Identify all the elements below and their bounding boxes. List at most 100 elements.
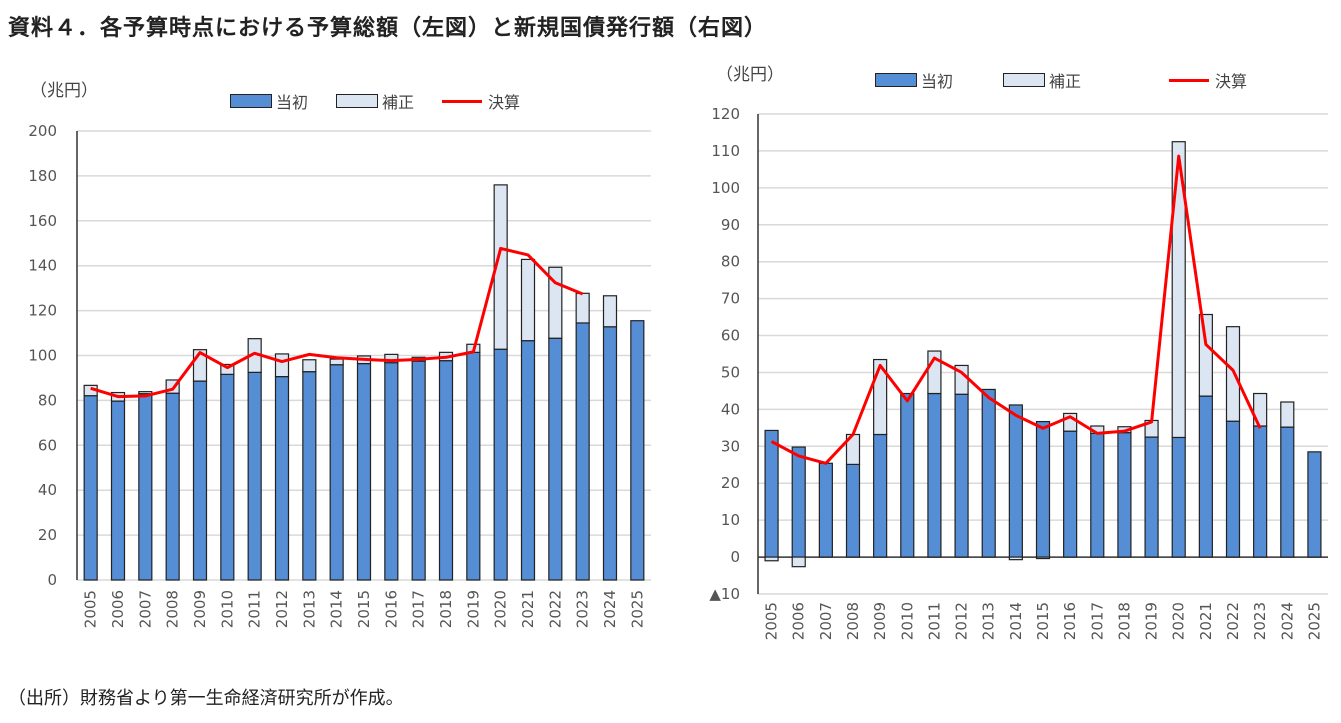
bar-initial bbox=[438, 360, 454, 581]
bar-initial bbox=[1008, 404, 1023, 558]
legend-label: 補正 bbox=[1049, 72, 1082, 91]
x-tick-label: 2018 bbox=[1115, 602, 1133, 640]
bar-initial bbox=[764, 429, 779, 558]
x-tick-label: 2024 bbox=[601, 590, 619, 628]
y-tick-label: ▲10 bbox=[709, 585, 740, 603]
legend-label: 決算 bbox=[488, 93, 521, 112]
bar-initial bbox=[1035, 420, 1051, 558]
bar-supplementary bbox=[764, 556, 779, 562]
x-tick-label: 2025 bbox=[1305, 602, 1323, 640]
bar-initial bbox=[110, 400, 126, 581]
legend-settlement: 決算 bbox=[1169, 68, 1247, 92]
left-chart: 0 20 40 60 80 100 120 140 160 180 200 2005 2006 2007 2… bbox=[28, 122, 651, 628]
x-tick-label: 2012 bbox=[273, 590, 291, 628]
x-tick-label: 2012 bbox=[953, 602, 971, 640]
bar-initial bbox=[981, 388, 996, 558]
x-tick-label: 2016 bbox=[1061, 602, 1079, 640]
y-tick-label: 100 bbox=[711, 179, 740, 197]
left-unit-label: （兆円） bbox=[30, 81, 98, 101]
x-tick-label: 2018 bbox=[437, 590, 455, 628]
bar-initial bbox=[818, 462, 833, 558]
bar-initial bbox=[83, 395, 98, 581]
y-tick-label: 20 bbox=[38, 526, 57, 544]
bar-supplementary bbox=[220, 363, 235, 375]
legend-swatch-settlement bbox=[1169, 78, 1210, 82]
bar-initial bbox=[630, 320, 645, 581]
bar-supplementary bbox=[138, 391, 153, 395]
x-tick-label: 2021 bbox=[519, 590, 537, 628]
x-tick-label: 2022 bbox=[546, 590, 564, 628]
right-chart: ▲10 0 10 20 30 40 50 60 70 80 90 100 110 120 2005 2006 2… bbox=[709, 105, 1328, 640]
legend-label: 当初 bbox=[921, 72, 954, 91]
x-tick-label: 2006 bbox=[790, 602, 808, 640]
bar-initial bbox=[927, 392, 942, 558]
y-tick-label: 0 bbox=[47, 571, 57, 589]
y-tick-label: 0 bbox=[730, 548, 740, 566]
source-note: （出所）財務省より第一生命経済研究所が作成。 bbox=[8, 688, 404, 709]
bar-supplementary bbox=[791, 556, 806, 568]
bar-initial bbox=[1253, 425, 1268, 558]
settlement-line bbox=[770, 154, 1262, 465]
bar-supplementary bbox=[1280, 401, 1295, 428]
bar-supplementary bbox=[1225, 326, 1241, 422]
bar-supplementary bbox=[1198, 313, 1213, 397]
y-tick-label: 110 bbox=[711, 142, 740, 160]
page-title: 資料４．各予算時点における予算総額（左図）と新規国債発行額（右図） bbox=[8, 16, 768, 41]
bar-supplementary bbox=[274, 353, 290, 378]
left-legend: 当初 補正 決算 bbox=[230, 89, 548, 113]
legend-initial: 当初 bbox=[230, 89, 308, 113]
legend-label: 決算 bbox=[1215, 72, 1248, 91]
x-tick-label: 2009 bbox=[191, 590, 209, 628]
y-tick-label: 60 bbox=[38, 436, 57, 454]
bar-initial bbox=[1225, 420, 1241, 558]
legend-swatch-settlement bbox=[442, 99, 483, 103]
legend-swatch-initial bbox=[230, 94, 272, 108]
x-tick-label: 2005 bbox=[763, 602, 781, 640]
x-tick-label: 2025 bbox=[628, 590, 646, 628]
y-tick-label: 30 bbox=[721, 437, 740, 455]
bar-initial bbox=[900, 392, 915, 558]
bar-supplementary bbox=[329, 358, 344, 366]
y-tick-label: 160 bbox=[28, 212, 57, 230]
y-tick-label: 80 bbox=[721, 253, 740, 271]
right-legend: 当初 補正 決算 bbox=[875, 68, 1275, 92]
bar-supplementary bbox=[873, 358, 888, 436]
bar-supplementary bbox=[493, 184, 508, 350]
bar-initial bbox=[1171, 436, 1186, 558]
x-tick-label: 2014 bbox=[328, 590, 346, 628]
bar-initial bbox=[411, 360, 426, 581]
x-tick-label: 2020 bbox=[492, 590, 510, 628]
bar-initial bbox=[954, 393, 969, 558]
x-tick-label: 2010 bbox=[898, 602, 916, 640]
bar-supplementary bbox=[302, 359, 317, 373]
bar-initial bbox=[602, 326, 618, 581]
bar-initial bbox=[1063, 430, 1078, 558]
bar-initial bbox=[165, 392, 180, 581]
bar-supplementary bbox=[1171, 141, 1186, 439]
x-tick-label: 2014 bbox=[1007, 602, 1025, 640]
bar-initial bbox=[1280, 426, 1295, 558]
y-tick-label: 120 bbox=[28, 302, 57, 320]
bar-initial bbox=[1198, 395, 1213, 558]
x-tick-label: 2019 bbox=[464, 590, 482, 628]
bar-initial bbox=[1307, 451, 1322, 558]
y-tick-label: 40 bbox=[721, 400, 740, 418]
legend-label: 当初 bbox=[276, 93, 309, 112]
bar-initial bbox=[791, 446, 806, 558]
y-tick-label: 40 bbox=[38, 481, 57, 499]
bar-initial bbox=[220, 373, 235, 581]
legend-initial: 当初 bbox=[875, 68, 953, 92]
x-tick-label: 2016 bbox=[382, 590, 400, 628]
x-tick-label: 2021 bbox=[1197, 602, 1215, 640]
x-tick-label: 2011 bbox=[925, 602, 943, 640]
bar-initial bbox=[520, 340, 536, 581]
x-tick-label: 2023 bbox=[1251, 602, 1269, 640]
y-tick-label: 120 bbox=[711, 105, 740, 123]
x-tick-label: 2022 bbox=[1224, 602, 1242, 640]
bar-initial bbox=[247, 371, 262, 581]
bar-initial bbox=[466, 351, 481, 581]
bar-initial bbox=[575, 322, 590, 581]
bar-initial bbox=[192, 380, 208, 581]
x-tick-label: 2023 bbox=[574, 590, 592, 628]
